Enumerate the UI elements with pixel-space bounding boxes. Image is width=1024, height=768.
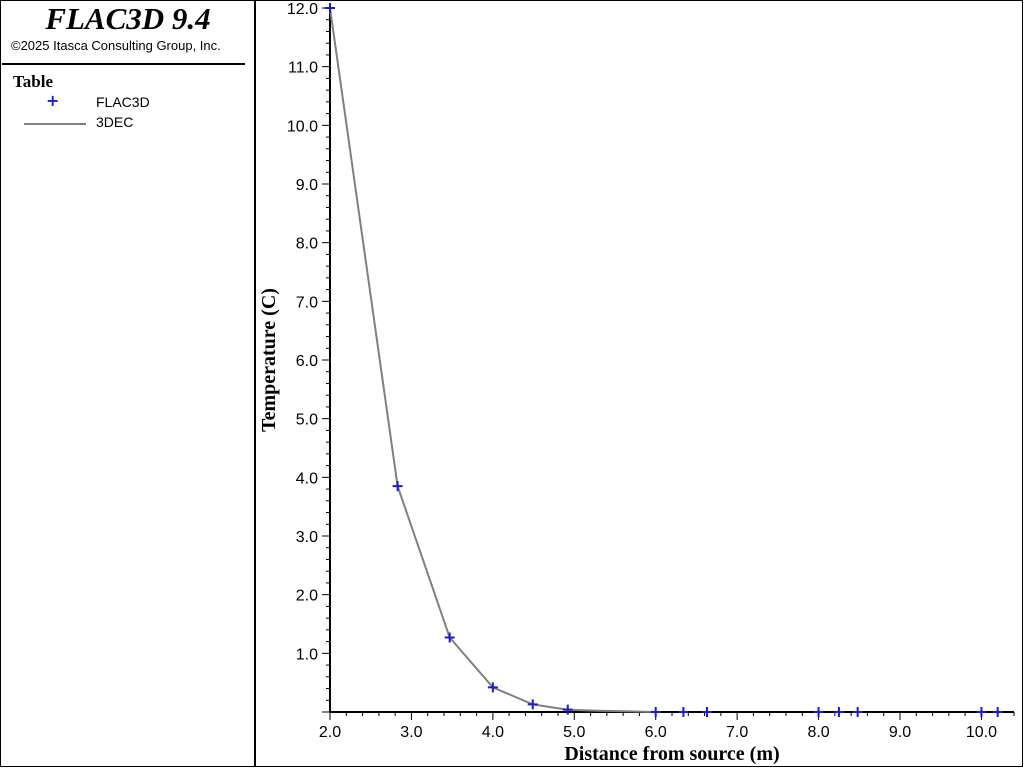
legend-item-flac3d: + FLAC3D <box>0 91 256 113</box>
y-tick-label: 2.0 <box>296 588 318 605</box>
copyright-text: ©2025 Itasca Consulting Group, Inc. <box>11 38 221 53</box>
data-point-flac3d <box>813 707 824 717</box>
data-point-flac3d <box>392 481 403 492</box>
y-tick-label: 5.0 <box>296 412 318 429</box>
x-tick-label: 6.0 <box>645 724 667 741</box>
x-tick-label: 5.0 <box>563 724 585 741</box>
data-point-flac3d <box>992 707 1003 717</box>
y-tick-label: 11.0 <box>288 60 318 77</box>
y-tick-label: 10.0 <box>287 118 318 135</box>
data-point-flac3d <box>562 704 573 715</box>
x-axis-title: Distance from source (m) <box>564 743 779 765</box>
legend-item-3dec: 3DEC <box>0 113 256 133</box>
y-tick-label: 12.0 <box>287 1 318 18</box>
plus-marker-icon: + <box>46 91 60 110</box>
data-point-flac3d <box>650 707 661 717</box>
data-point-flac3d <box>702 707 713 717</box>
legend-panel: FLAC3D 9.4 ©2025 Itasca Consulting Group… <box>0 0 256 767</box>
x-tick-label: 8.0 <box>807 724 829 741</box>
data-point-flac3d <box>325 3 335 13</box>
legend-separator <box>2 63 245 65</box>
x-tick-label: 2.0 <box>319 724 341 741</box>
legend-label-flac3d: FLAC3D <box>96 94 150 110</box>
y-tick-label: 6.0 <box>296 353 318 370</box>
y-tick-label: 4.0 <box>296 470 318 487</box>
y-tick-label: 3.0 <box>296 529 318 546</box>
data-point-flac3d <box>833 707 844 717</box>
y-axis-title: Temperature (C) <box>258 288 280 432</box>
x-tick-label: 7.0 <box>726 724 748 741</box>
y-tick-label: 1.0 <box>296 646 318 663</box>
data-point-flac3d <box>852 707 863 717</box>
x-tick-label: 9.0 <box>889 724 911 741</box>
legend-title: Table <box>13 72 54 91</box>
x-tick-label: 10.0 <box>966 724 997 741</box>
line-swatch-icon <box>24 123 86 125</box>
data-point-flac3d <box>444 632 455 643</box>
y-tick-label: 9.0 <box>296 177 318 194</box>
y-tick-label: 8.0 <box>296 236 318 253</box>
data-point-flac3d <box>678 707 689 717</box>
x-tick-label: 4.0 <box>482 724 504 741</box>
legend-label-3dec: 3DEC <box>96 114 134 130</box>
series-line-3dec <box>329 7 656 713</box>
app-title: FLAC3D 9.4 <box>45 1 211 36</box>
x-tick-label: 3.0 <box>400 724 422 741</box>
y-tick-label: 7.0 <box>296 294 318 311</box>
data-point-flac3d <box>527 699 538 710</box>
data-point-flac3d <box>487 682 498 693</box>
data-point-flac3d <box>976 707 987 717</box>
